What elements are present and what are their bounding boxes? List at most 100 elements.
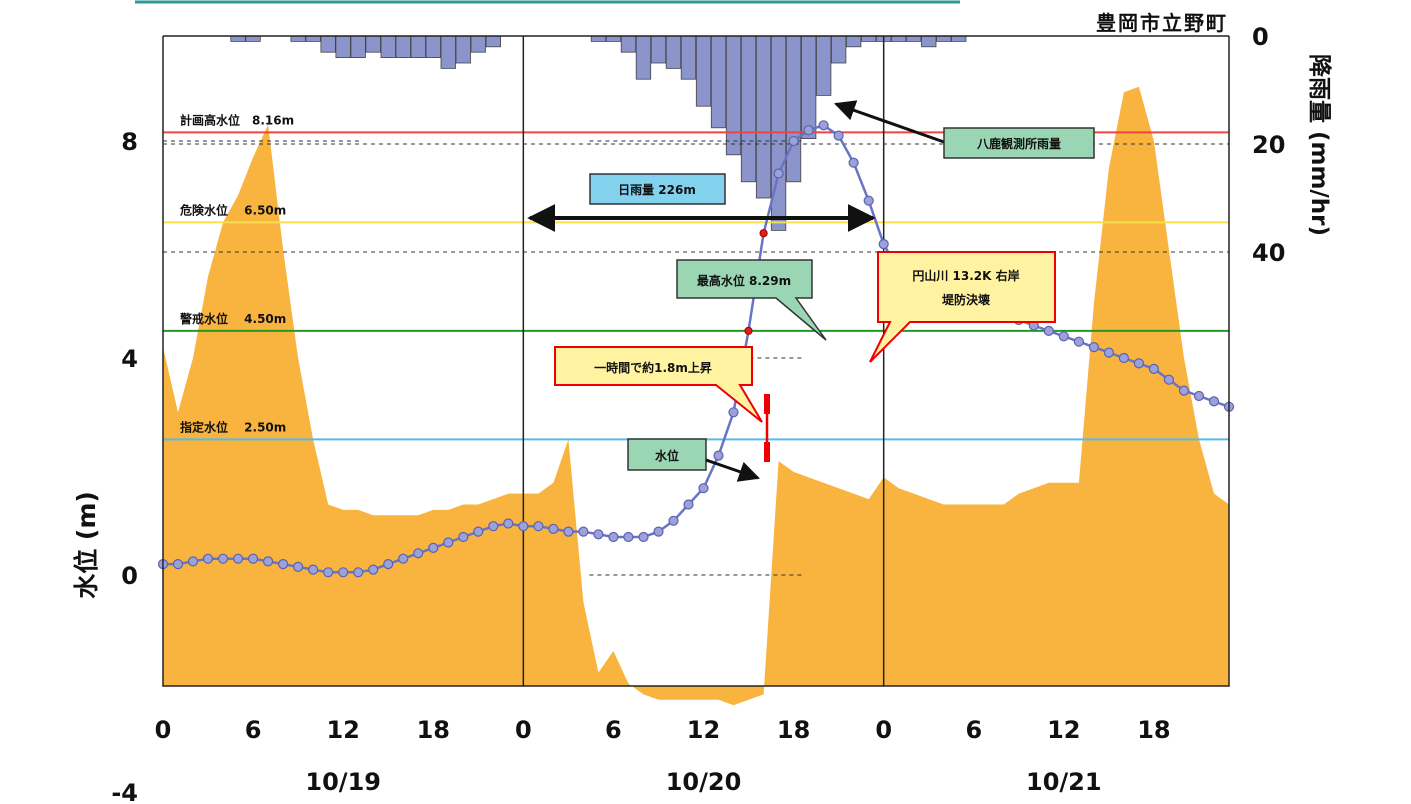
water-level-point bbox=[578, 526, 589, 537]
max-level-text: 最高水位 8.29m bbox=[697, 273, 791, 288]
x-axis-tick: 0 bbox=[875, 716, 892, 744]
rain-station-box bbox=[943, 127, 1095, 159]
max-level-bubble bbox=[676, 259, 827, 341]
water-level-point bbox=[744, 326, 753, 335]
rain-bar bbox=[846, 35, 862, 48]
water-level-point bbox=[323, 567, 334, 578]
water-level-point bbox=[638, 531, 649, 543]
water-level-point bbox=[338, 567, 349, 578]
rain-bar bbox=[740, 35, 757, 183]
left-axis-label: 水位 (m) bbox=[72, 491, 101, 599]
day-dividers-layer bbox=[522, 36, 885, 686]
water-level-point bbox=[458, 531, 469, 543]
water-level-point bbox=[818, 120, 829, 131]
rain-bar bbox=[380, 35, 396, 59]
rain-bar bbox=[605, 35, 622, 42]
water-level-point bbox=[698, 483, 709, 494]
breach-bubble bbox=[869, 251, 1056, 363]
x-axis-tick: 12 bbox=[326, 716, 359, 744]
rain-bar bbox=[936, 35, 952, 42]
rain-axis-tick: 20 bbox=[1252, 131, 1285, 159]
water-level-point bbox=[878, 239, 889, 250]
water-level-point bbox=[1148, 363, 1160, 374]
water-level-point bbox=[668, 515, 679, 526]
water-level-point bbox=[413, 548, 424, 559]
water-level-point bbox=[1118, 352, 1130, 364]
rain-bar bbox=[620, 35, 637, 53]
water-level-point bbox=[1073, 336, 1085, 347]
rain-bar bbox=[891, 35, 907, 42]
rise-callout: 一時間で約1.8m上昇 bbox=[554, 346, 770, 462]
water-level-point bbox=[443, 537, 454, 548]
water-level-point bbox=[533, 521, 544, 532]
x-axis-tick: 0 bbox=[515, 716, 532, 744]
reference-label: 危険水位 6.50m bbox=[179, 202, 286, 217]
rain-bar bbox=[785, 35, 802, 183]
rain-bar bbox=[695, 35, 712, 107]
water-level-point bbox=[398, 553, 409, 564]
water-level-point bbox=[187, 556, 199, 567]
rain-bar bbox=[320, 35, 336, 53]
rain-bar bbox=[801, 35, 817, 139]
x-axis-tick: 18 bbox=[417, 716, 450, 744]
water-level-point bbox=[308, 564, 319, 575]
breach-text-line1: 円山川 13.2K 右岸 bbox=[912, 268, 1019, 283]
water-level-point bbox=[548, 523, 559, 535]
water-level-point bbox=[383, 558, 394, 570]
reference-label: 指定水位 2.50m bbox=[180, 419, 286, 434]
water-level-point bbox=[473, 526, 484, 537]
x-axis-tick: 12 bbox=[687, 716, 720, 744]
water-level-point bbox=[1058, 331, 1069, 342]
rain-bar bbox=[680, 35, 697, 80]
x-axis-tick: 6 bbox=[965, 716, 982, 744]
rain-bar bbox=[230, 35, 246, 42]
rain-station-arrow bbox=[834, 100, 945, 144]
rain-bar bbox=[365, 35, 381, 53]
water-axis-tick: 8 bbox=[121, 128, 138, 156]
water-level-point bbox=[1043, 325, 1054, 336]
water-level-point bbox=[428, 542, 439, 554]
water-level-point bbox=[1133, 358, 1145, 369]
daily-rain-callout: 日雨量 226m bbox=[527, 173, 876, 232]
water-level-point bbox=[653, 526, 664, 537]
water-level-point bbox=[863, 195, 874, 206]
water-level-point bbox=[563, 526, 574, 537]
date-label: 10/21 bbox=[1026, 768, 1102, 796]
water-axis-tick: 0 bbox=[121, 562, 138, 590]
water-level-point bbox=[518, 521, 529, 532]
water-level-point bbox=[278, 558, 289, 570]
rain-bar bbox=[290, 35, 306, 42]
water-level-point bbox=[759, 229, 768, 238]
right-axis-label: 降雨量 (mm/hr) bbox=[1306, 54, 1332, 236]
water-level-point bbox=[218, 553, 229, 564]
reference-label: 計画高水位 8.16m bbox=[180, 112, 294, 127]
water-level-point bbox=[233, 553, 244, 564]
rain-bar bbox=[816, 35, 832, 96]
x-axis-tick: 12 bbox=[1047, 716, 1080, 744]
rain-bar bbox=[395, 35, 411, 59]
water-level-point bbox=[593, 529, 604, 540]
rain-bar bbox=[245, 35, 261, 42]
rain-bar bbox=[350, 35, 366, 59]
rain-bar bbox=[755, 35, 772, 199]
rain-bar bbox=[665, 35, 682, 69]
water-level-point bbox=[248, 553, 259, 564]
rain-station-text: 八鹿観測所雨量 bbox=[976, 136, 1061, 151]
rain-bar bbox=[335, 35, 351, 59]
water-level-point bbox=[263, 556, 274, 567]
rain-bar bbox=[906, 35, 922, 42]
rain-bar bbox=[650, 35, 667, 64]
rain-bar bbox=[440, 35, 456, 69]
x-axis-tick: 6 bbox=[605, 716, 622, 744]
location-title: 豊岡市立野町 bbox=[1096, 11, 1228, 35]
water-level-point bbox=[293, 561, 304, 573]
rain-bar bbox=[831, 35, 847, 64]
water-level-point bbox=[202, 553, 214, 564]
rain-bar bbox=[710, 35, 727, 129]
date-label: 10/20 bbox=[666, 768, 742, 796]
water-level-point bbox=[623, 531, 634, 543]
water-level-point bbox=[833, 130, 844, 141]
water-level-arrow bbox=[705, 458, 760, 482]
